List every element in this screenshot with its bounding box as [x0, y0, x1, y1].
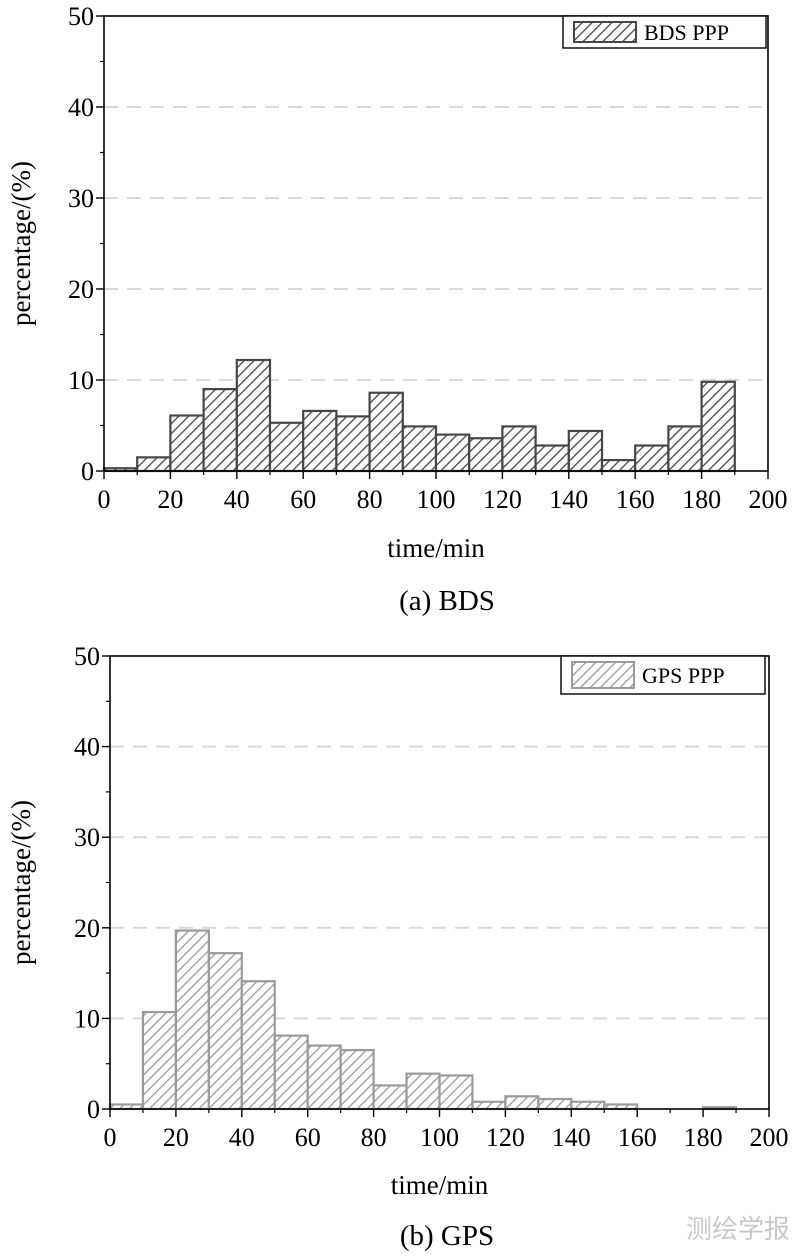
- panel-b-bar: [174, 929, 210, 1111]
- panel-a-y-tick-label: 0: [81, 457, 94, 486]
- panel-b-bar: [273, 1034, 309, 1111]
- panel-a-x-tick-label: 160: [616, 485, 655, 514]
- panel-b-bar: [537, 1097, 573, 1111]
- panel-a-bar: [567, 429, 604, 473]
- panel-a-legend-label: BDS PPP: [644, 20, 729, 45]
- panel-a-bar: [136, 456, 172, 473]
- panel-a-y-tick-label: 50: [68, 2, 94, 31]
- panel-b-x-tick-label: 140: [552, 1123, 591, 1152]
- panel-a-x-tick-label: 140: [549, 485, 588, 514]
- panel-b-x-tick-label: 160: [618, 1123, 657, 1152]
- panel-a-y-tick-label: 40: [68, 93, 94, 122]
- panel-a-bar: [434, 433, 471, 473]
- panel-a-y-tick-label: 30: [68, 184, 94, 213]
- panel-a-y-tick-label: 20: [68, 275, 94, 304]
- panel-b-legend-label: GPS PPP: [642, 663, 725, 688]
- panel-a-bar: [368, 391, 404, 473]
- panel-b-bar: [339, 1049, 375, 1111]
- panel-b-caption: (b) GPS: [400, 1220, 494, 1252]
- panel-b-x-tick-label: 200: [750, 1123, 789, 1152]
- panel-a-x-tick-label: 60: [290, 485, 316, 514]
- panel-b-y-axis-label: percentage/(%): [6, 800, 36, 965]
- panel-b-x-tick-label: 0: [104, 1123, 117, 1152]
- panel-a-bar: [534, 444, 570, 473]
- panel-b-y-tick-label: 40: [74, 733, 100, 762]
- panel-b-x-axis-label: time/min: [391, 1170, 489, 1200]
- panel-b-bar: [438, 1074, 474, 1111]
- panel-b-bar: [405, 1072, 441, 1111]
- panel-b-y-tick-label: 20: [74, 914, 100, 943]
- panel-a-bar: [634, 444, 670, 473]
- panel-a-bar: [600, 458, 637, 473]
- panel-b-bar: [240, 980, 276, 1111]
- panel-b-bar: [207, 952, 243, 1111]
- panel-a-x-tick-label: 40: [224, 485, 250, 514]
- panel-b-x-tick-label: 100: [420, 1123, 459, 1152]
- panel-b-x-tick-label: 180: [684, 1123, 723, 1152]
- panel-a-x-tick-label: 120: [483, 485, 522, 514]
- panel-a-bar: [202, 388, 238, 473]
- panel-b-y-tick-label: 10: [74, 1004, 100, 1033]
- panel-b-y-tick-label: 0: [87, 1095, 100, 1124]
- panel-a-bar: [700, 380, 736, 473]
- panel-a-x-tick-label: 200: [749, 485, 788, 514]
- panel-b-gps-histogram: 0 20 40 60 80 100 120 140 160 180 200 0 10 20 30 40 50 ti…: [6, 642, 789, 1252]
- panel-b-bar: [306, 1044, 342, 1111]
- panel-a-bar: [268, 421, 305, 473]
- panel-a-bar: [335, 415, 371, 473]
- panel-b-y-tick-label: 50: [74, 642, 100, 671]
- panel-a-bar: [302, 409, 338, 473]
- panel-a-x-tick-label: 0: [98, 485, 111, 514]
- panel-b-x-tick-label: 120: [486, 1123, 525, 1152]
- panel-a-bar: [667, 425, 703, 473]
- panel-a-bar: [169, 414, 205, 473]
- panel-b-x-tick-label: 80: [361, 1123, 387, 1152]
- panel-a-bar: [468, 437, 504, 473]
- panel-a-y-tick-label: 10: [68, 366, 94, 395]
- panel-a-x-tick-label: 180: [682, 485, 721, 514]
- panel-b-x-tick-label: 60: [295, 1123, 321, 1152]
- panel-a-x-tick-label: 80: [357, 485, 383, 514]
- panel-b-legend-swatch: [571, 661, 635, 689]
- panel-a-bds-histogram: 0 20 40 60 80 100 120 140 160 180 200 0 10 20 30 40 50 ti…: [6, 2, 788, 617]
- panel-a-caption: (a) BDS: [399, 585, 495, 617]
- panel-a-y-axis-label: percentage/(%): [6, 161, 36, 326]
- panel-b-x-tick-label: 20: [163, 1123, 189, 1152]
- panel-a-bar: [235, 358, 272, 473]
- panel-a-x-tick-label: 20: [157, 485, 183, 514]
- panel-a-x-axis-label: time/min: [387, 533, 485, 563]
- panel-a-bar: [501, 425, 537, 473]
- panel-b-bar: [141, 1010, 177, 1111]
- panel-b-bar: [372, 1084, 408, 1111]
- panel-b-x-tick-label: 40: [229, 1123, 255, 1152]
- panel-a-legend-swatch: [573, 21, 637, 43]
- watermark-text: 测绘学报: [686, 1215, 790, 1245]
- panel-b-bar: [570, 1100, 606, 1111]
- panel-b-bar: [471, 1100, 507, 1111]
- panel-a-bar: [401, 425, 438, 473]
- panel-b-bar: [504, 1095, 540, 1111]
- panel-a-x-tick-label: 100: [417, 485, 456, 514]
- panel-b-y-tick-label: 30: [74, 823, 100, 852]
